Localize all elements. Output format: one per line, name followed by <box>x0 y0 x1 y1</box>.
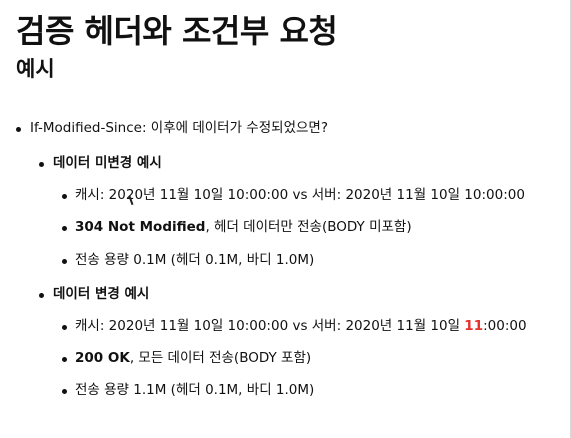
section-heading-changed: 데이터 변경 예시 <box>53 286 150 302</box>
list-item-unchanged-status: 304 Not Modified, 헤더 데이터만 전송(BODY 미포함) <box>75 219 412 235</box>
bullet <box>62 389 67 394</box>
section-heading-unchanged: 데이터 미변경 예시 <box>53 155 162 171</box>
cache-suffix: :00:00 <box>483 318 527 334</box>
bullet <box>62 357 67 362</box>
list-item-if-modified-since: If-Modified-Since: 이후에 데이터가 수정되었으면? <box>30 120 328 136</box>
changed-hour-highlight: 11 <box>464 318 484 334</box>
bullet <box>16 127 21 132</box>
status-description: , 모든 데이터 전송(BODY 포함) <box>129 350 312 366</box>
bullet <box>39 293 44 298</box>
list-item-changed-size: 전송 용량 1.1M (헤더 0.1M, 바디 1.0M) <box>75 382 315 398</box>
list-item-unchanged-cache: 캐시: 2020년 11월 10일 10:00:00 vs 서버: 2020년 … <box>75 187 525 203</box>
list-item-changed-status: 200 OK, 모든 데이터 전송(BODY 포함) <box>75 350 311 366</box>
bullet <box>62 194 67 199</box>
status-code: 200 OK <box>75 350 130 366</box>
list-item-changed-cache: 캐시: 2020년 11월 10일 10:00:00 vs 서버: 2020년 … <box>75 318 527 334</box>
cache-prefix: 캐시: 2020년 11월 10일 10:00:00 vs 서버: 2020년 … <box>75 318 465 334</box>
bullet <box>39 162 44 167</box>
page-subtitle: 예시 <box>16 57 55 81</box>
list-item-unchanged-size: 전송 용량 0.1M (헤더 0.1M, 바디 1.0M) <box>75 252 315 268</box>
status-code: 304 Not Modified <box>75 219 206 235</box>
status-description: , 헤더 데이터만 전송(BODY 미포함) <box>205 219 412 235</box>
page-title: 검증 헤더와 조건부 요청 <box>16 12 338 50</box>
bullet <box>62 325 67 330</box>
bullet <box>62 226 67 231</box>
bullet <box>62 259 67 264</box>
